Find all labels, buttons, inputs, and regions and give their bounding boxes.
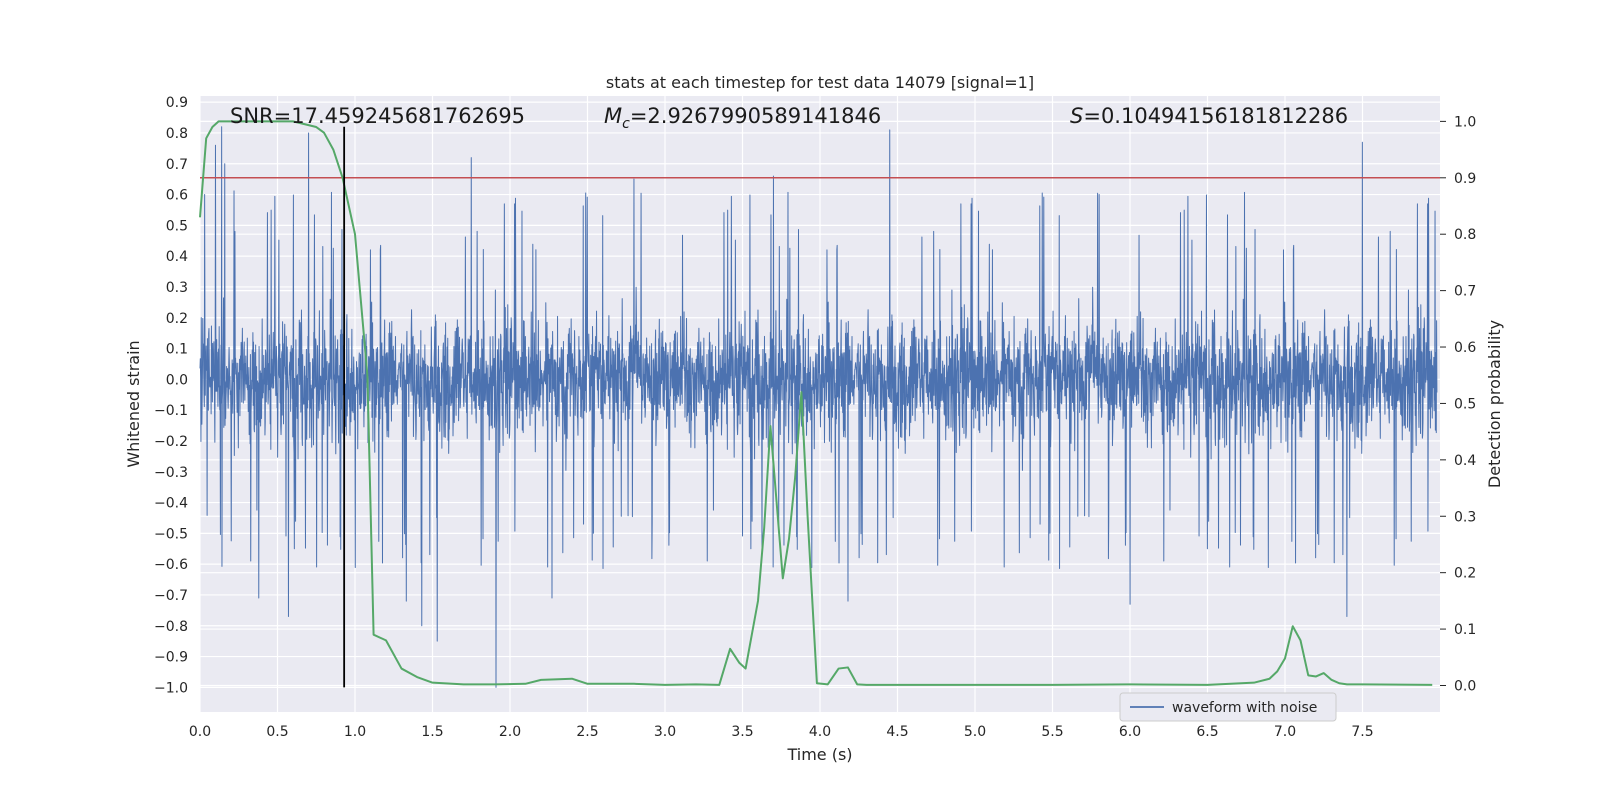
axis-ticks: 0.0 0.5 1.0 1.5 2.0 2.5 3.0 3.5 4.0 4.5 5.0 5.5 6.0 6… (154, 95, 1476, 740)
x-tick-label: 7.0 (1274, 724, 1296, 740)
x-axis-label: Time (s) (786, 745, 852, 764)
y-left-tick-label: 0.3 (166, 280, 188, 296)
x-tick-label: 5.5 (1041, 724, 1063, 740)
legend-box (1119, 692, 1337, 722)
spin-symbol: S (1070, 104, 1083, 128)
legend-label-waveform: waveform with noise (1172, 700, 1317, 716)
x-tick-label: 7.5 (1351, 724, 1373, 740)
y-right-tick-label: 1.0 (1454, 114, 1476, 130)
y-right-tick-label: 0.7 (1454, 284, 1476, 300)
spin-value: =0.10494156181812286 (1083, 104, 1348, 128)
y-left-tick-label: −0.8 (154, 619, 188, 635)
y-left-tick-label: −0.5 (154, 526, 188, 542)
y-right-tick-label: 0.3 (1454, 509, 1476, 525)
y-right-tick-label: 0.4 (1454, 453, 1476, 469)
x-tick-label: 1.5 (421, 724, 443, 740)
detection-probability-line (199, 120, 1433, 686)
y-left-tick-label: 0.5 (166, 218, 188, 234)
y-left-tick-label: −1.0 (154, 680, 188, 696)
y-right-tick-label: 0.8 (1454, 227, 1476, 243)
chirp-mass-symbol: M (604, 104, 622, 128)
y-left-tick-label: 0.1 (166, 342, 188, 358)
waveform-series-line (199, 126, 1438, 688)
x-tick-label: 3.0 (654, 724, 676, 740)
y-left-tick-label: −0.3 (154, 465, 188, 481)
y-left-tick-label: −0.4 (154, 496, 188, 512)
x-tick-label: 1.0 (344, 724, 366, 740)
x-tick-label: 0.5 (266, 724, 288, 740)
y-left-tick-label: 0.7 (166, 157, 188, 173)
y-left-tick-label: 0.8 (166, 126, 188, 142)
x-tick-label: 6.0 (1119, 724, 1141, 740)
snr-stat: SNR=17.459245681762695 (230, 104, 525, 128)
y-right-tick-label: 0.6 (1454, 340, 1476, 356)
x-tick-label: 3.5 (731, 724, 753, 740)
x-tick-label: 6.5 (1196, 724, 1218, 740)
y-left-tick-label: 0.0 (166, 372, 188, 388)
chirp-mass-stat: Mc=2.9267990589141846 (604, 104, 881, 132)
y-left-tick-label: 0.2 (166, 311, 188, 327)
y-left-tick-label: −0.9 (154, 650, 188, 666)
y-left-tick-label: −0.2 (154, 434, 188, 450)
y-left-tick-label: −0.6 (154, 557, 188, 573)
y-right-tick-label: 0.1 (1454, 622, 1476, 638)
x-tick-label: 4.5 (886, 724, 908, 740)
y-axis-left-label: Whitened strain (124, 340, 143, 467)
x-tick-label: 2.0 (499, 724, 521, 740)
overlay-marks (199, 120, 1440, 688)
y-left-tick-label: 0.6 (166, 188, 188, 204)
chirp-mass-value: =2.9267990589141846 (630, 104, 881, 128)
x-tick-label: 5.0 (964, 724, 986, 740)
y-left-tick-label: 0.9 (166, 95, 188, 111)
y-right-tick-label: 0.9 (1454, 171, 1476, 187)
x-tick-label: 2.5 (576, 724, 598, 740)
y-left-tick-label: 0.4 (166, 249, 188, 265)
y-right-tick-label: 0.2 (1454, 566, 1476, 582)
y-left-tick-label: −0.7 (154, 588, 188, 604)
y-right-tick-label: 0.0 (1454, 678, 1476, 694)
chart-title: stats at each timestep for test data 140… (606, 73, 1034, 92)
y-left-tick-label: −0.1 (154, 403, 188, 419)
y-axis-right-label: Detection probability (1485, 320, 1504, 488)
x-tick-label: 0.0 (189, 724, 211, 740)
legend: waveform with noise (1119, 692, 1337, 722)
x-tick-label: 4.0 (809, 724, 831, 740)
y-right-tick-label: 0.5 (1454, 396, 1476, 412)
spin-stat: S=0.10494156181812286 (1070, 104, 1348, 128)
chirp-mass-subscript: c (622, 116, 630, 132)
